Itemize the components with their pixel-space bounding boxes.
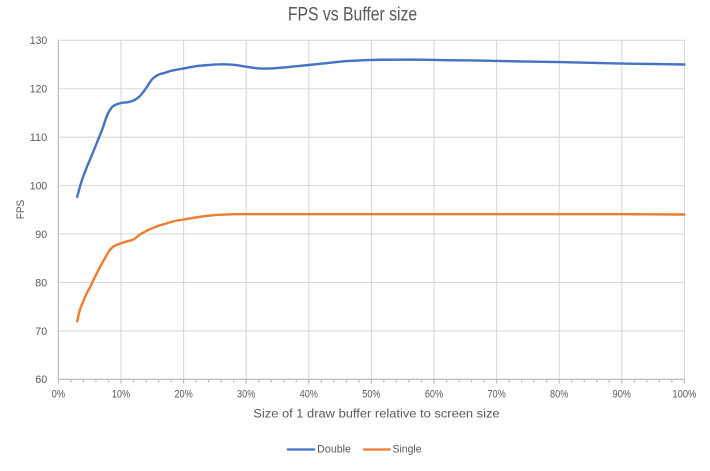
svg-text:100%: 100% bbox=[672, 389, 697, 401]
svg-text:90: 90 bbox=[35, 229, 47, 241]
svg-text:Single: Single bbox=[393, 444, 422, 456]
svg-text:0%: 0% bbox=[52, 389, 66, 401]
svg-text:110: 110 bbox=[30, 132, 48, 144]
svg-text:50%: 50% bbox=[362, 389, 381, 401]
svg-text:80%: 80% bbox=[550, 389, 569, 401]
svg-text:30%: 30% bbox=[237, 389, 256, 401]
svg-text:70: 70 bbox=[35, 326, 47, 338]
svg-text:70%: 70% bbox=[487, 389, 506, 401]
svg-text:Size of 1 draw buffer relative: Size of 1 draw buffer relative to screen… bbox=[253, 406, 499, 420]
svg-text:60%: 60% bbox=[425, 389, 444, 401]
svg-text:130: 130 bbox=[30, 35, 47, 47]
svg-text:20%: 20% bbox=[174, 389, 193, 401]
svg-text:60: 60 bbox=[35, 374, 47, 386]
svg-text:Double: Double bbox=[317, 444, 351, 456]
svg-text:120: 120 bbox=[30, 84, 47, 96]
svg-text:90%: 90% bbox=[613, 389, 632, 401]
svg-text:100: 100 bbox=[30, 180, 47, 192]
svg-text:FPS: FPS bbox=[15, 200, 27, 220]
svg-text:80: 80 bbox=[35, 277, 47, 289]
svg-text:FPS vs Buffer size: FPS vs Buffer size bbox=[288, 3, 417, 25]
svg-text:10%: 10% bbox=[112, 389, 131, 401]
svg-text:40%: 40% bbox=[300, 389, 319, 401]
